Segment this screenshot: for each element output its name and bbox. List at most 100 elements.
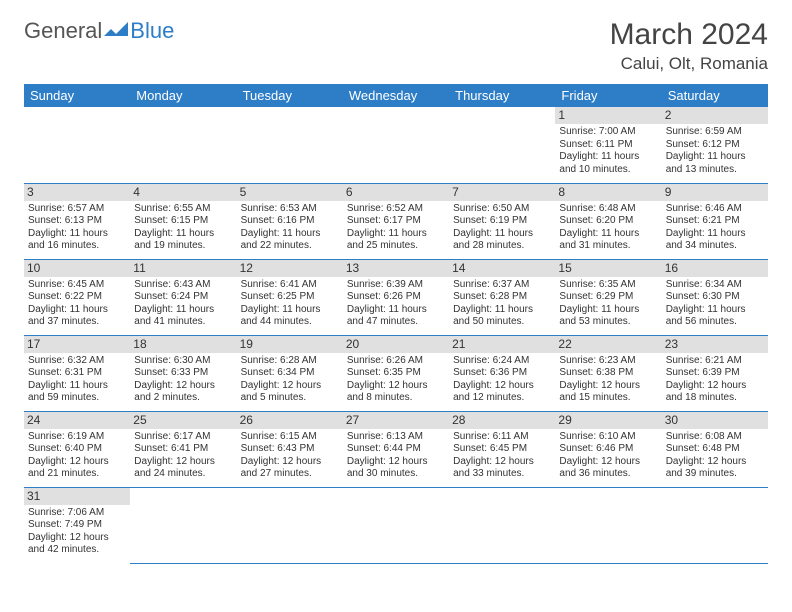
sunset-text: Sunset: 6:46 PM [559,443,657,456]
weekday-header-row: Sunday Monday Tuesday Wednesday Thursday… [24,84,768,107]
daylight-text: Daylight: 11 hours and 53 minutes. [559,304,657,329]
day-number: 14 [449,260,555,277]
sunrise-text: Sunrise: 6:39 AM [347,279,445,292]
daylight-text: Daylight: 11 hours and 28 minutes. [453,228,551,253]
sunset-text: Sunset: 6:30 PM [666,291,764,304]
day-info: Sunrise: 6:08 AMSunset: 6:48 PMDaylight:… [666,431,764,481]
sunrise-text: Sunrise: 6:08 AM [666,431,764,444]
daylight-text: Daylight: 12 hours and 33 minutes. [453,456,551,481]
sunrise-text: Sunrise: 6:23 AM [559,355,657,368]
daylight-text: Daylight: 12 hours and 42 minutes. [28,532,126,557]
day-number: 31 [24,488,130,505]
day-number: 17 [24,336,130,353]
calendar-cell [130,487,236,563]
sunset-text: Sunset: 6:21 PM [666,215,764,228]
sunrise-text: Sunrise: 6:34 AM [666,279,764,292]
day-info: Sunrise: 6:37 AMSunset: 6:28 PMDaylight:… [453,279,551,329]
calendar-cell: 30Sunrise: 6:08 AMSunset: 6:48 PMDayligh… [662,411,768,487]
weekday-header: Thursday [449,84,555,107]
day-info: Sunrise: 6:46 AMSunset: 6:21 PMDaylight:… [666,203,764,253]
day-info: Sunrise: 6:53 AMSunset: 6:16 PMDaylight:… [241,203,339,253]
calendar-row: 31Sunrise: 7:06 AMSunset: 7:49 PMDayligh… [24,487,768,563]
sunrise-text: Sunrise: 6:57 AM [28,203,126,216]
title-location: Calui, Olt, Romania [610,54,768,74]
sunset-text: Sunset: 6:22 PM [28,291,126,304]
sunrise-text: Sunrise: 6:37 AM [453,279,551,292]
calendar-cell: 9 Sunrise: 6:46 AMSunset: 6:21 PMDaylight… [662,183,768,259]
daylight-text: Daylight: 11 hours and 16 minutes. [28,228,126,253]
calendar-cell: 2Sunrise: 6:59 AMSunset: 6:12 PMDaylight… [662,107,768,183]
day-info: Sunrise: 6:17 AMSunset: 6:41 PMDaylight:… [134,431,232,481]
sunset-text: Sunset: 6:19 PM [453,215,551,228]
sunset-text: Sunset: 6:15 PM [134,215,232,228]
sunrise-text: Sunrise: 6:15 AM [241,431,339,444]
sunset-text: Sunset: 6:38 PM [559,367,657,380]
daylight-text: Daylight: 12 hours and 2 minutes. [134,380,232,405]
title-block: March 2024 Calui, Olt, Romania [610,18,768,74]
day-info: Sunrise: 6:45 AMSunset: 6:22 PMDaylight:… [28,279,126,329]
day-info: Sunrise: 6:48 AMSunset: 6:20 PMDaylight:… [559,203,657,253]
daylight-text: Daylight: 12 hours and 12 minutes. [453,380,551,405]
sunset-text: Sunset: 6:20 PM [559,215,657,228]
sunset-text: Sunset: 6:48 PM [666,443,764,456]
sunrise-text: Sunrise: 6:45 AM [28,279,126,292]
sunrise-text: Sunrise: 6:46 AM [666,203,764,216]
calendar-row: 10Sunrise: 6:45 AMSunset: 6:22 PMDayligh… [24,259,768,335]
logo: General Blue [24,18,174,44]
day-number: 26 [237,412,343,429]
day-number: 5 [237,184,343,201]
calendar-cell: 3Sunrise: 6:57 AMSunset: 6:13 PMDaylight… [24,183,130,259]
day-number: 9 [662,184,768,201]
daylight-text: Daylight: 12 hours and 5 minutes. [241,380,339,405]
sunrise-text: Sunrise: 6:24 AM [453,355,551,368]
calendar-cell: 1Sunrise: 7:00 AMSunset: 6:11 PMDaylight… [555,107,661,183]
calendar-cell: 6Sunrise: 6:52 AMSunset: 6:17 PMDaylight… [343,183,449,259]
calendar-cell: 15Sunrise: 6:35 AMSunset: 6:29 PMDayligh… [555,259,661,335]
sunset-text: Sunset: 6:25 PM [241,291,339,304]
day-number: 27 [343,412,449,429]
sunset-text: Sunset: 6:17 PM [347,215,445,228]
sunset-text: Sunset: 6:41 PM [134,443,232,456]
sunset-text: Sunset: 6:12 PM [666,139,764,152]
calendar-cell: 20Sunrise: 6:26 AMSunset: 6:35 PMDayligh… [343,335,449,411]
daylight-text: Daylight: 11 hours and 22 minutes. [241,228,339,253]
daylight-text: Daylight: 11 hours and 34 minutes. [666,228,764,253]
day-info: Sunrise: 6:55 AMSunset: 6:15 PMDaylight:… [134,203,232,253]
calendar-cell: 8Sunrise: 6:48 AMSunset: 6:20 PMDaylight… [555,183,661,259]
sunrise-text: Sunrise: 6:11 AM [453,431,551,444]
daylight-text: Daylight: 12 hours and 8 minutes. [347,380,445,405]
day-info: Sunrise: 6:13 AMSunset: 6:44 PMDaylight:… [347,431,445,481]
calendar-cell: 11Sunrise: 6:43 AMSunset: 6:24 PMDayligh… [130,259,236,335]
weekday-header: Monday [130,84,236,107]
day-info: Sunrise: 6:21 AMSunset: 6:39 PMDaylight:… [666,355,764,405]
day-info: Sunrise: 7:00 AMSunset: 6:11 PMDaylight:… [559,126,657,176]
day-info: Sunrise: 6:19 AMSunset: 6:40 PMDaylight:… [28,431,126,481]
calendar-cell [237,487,343,563]
daylight-text: Daylight: 11 hours and 47 minutes. [347,304,445,329]
calendar-cell [24,107,130,183]
calendar-cell: 23Sunrise: 6:21 AMSunset: 6:39 PMDayligh… [662,335,768,411]
sunset-text: Sunset: 6:11 PM [559,139,657,152]
sunrise-text: Sunrise: 6:17 AM [134,431,232,444]
day-number: 4 [130,184,236,201]
sunset-text: Sunset: 6:33 PM [134,367,232,380]
weekday-header: Wednesday [343,84,449,107]
calendar-cell: 13Sunrise: 6:39 AMSunset: 6:26 PMDayligh… [343,259,449,335]
calendar-row: 3Sunrise: 6:57 AMSunset: 6:13 PMDaylight… [24,183,768,259]
daylight-text: Daylight: 11 hours and 25 minutes. [347,228,445,253]
calendar-cell: 18Sunrise: 6:30 AMSunset: 6:33 PMDayligh… [130,335,236,411]
calendar-cell: 19Sunrise: 6:28 AMSunset: 6:34 PMDayligh… [237,335,343,411]
weekday-header: Tuesday [237,84,343,107]
sunset-text: Sunset: 6:40 PM [28,443,126,456]
weekday-header: Friday [555,84,661,107]
day-number: 18 [130,336,236,353]
weekday-header: Saturday [662,84,768,107]
sunrise-text: Sunrise: 6:43 AM [134,279,232,292]
calendar-cell [343,107,449,183]
day-info: Sunrise: 6:43 AMSunset: 6:24 PMDaylight:… [134,279,232,329]
sunset-text: Sunset: 6:36 PM [453,367,551,380]
day-info: Sunrise: 6:35 AMSunset: 6:29 PMDaylight:… [559,279,657,329]
calendar-cell: 22Sunrise: 6:23 AMSunset: 6:38 PMDayligh… [555,335,661,411]
sunrise-text: Sunrise: 6:32 AM [28,355,126,368]
sunset-text: Sunset: 6:28 PM [453,291,551,304]
